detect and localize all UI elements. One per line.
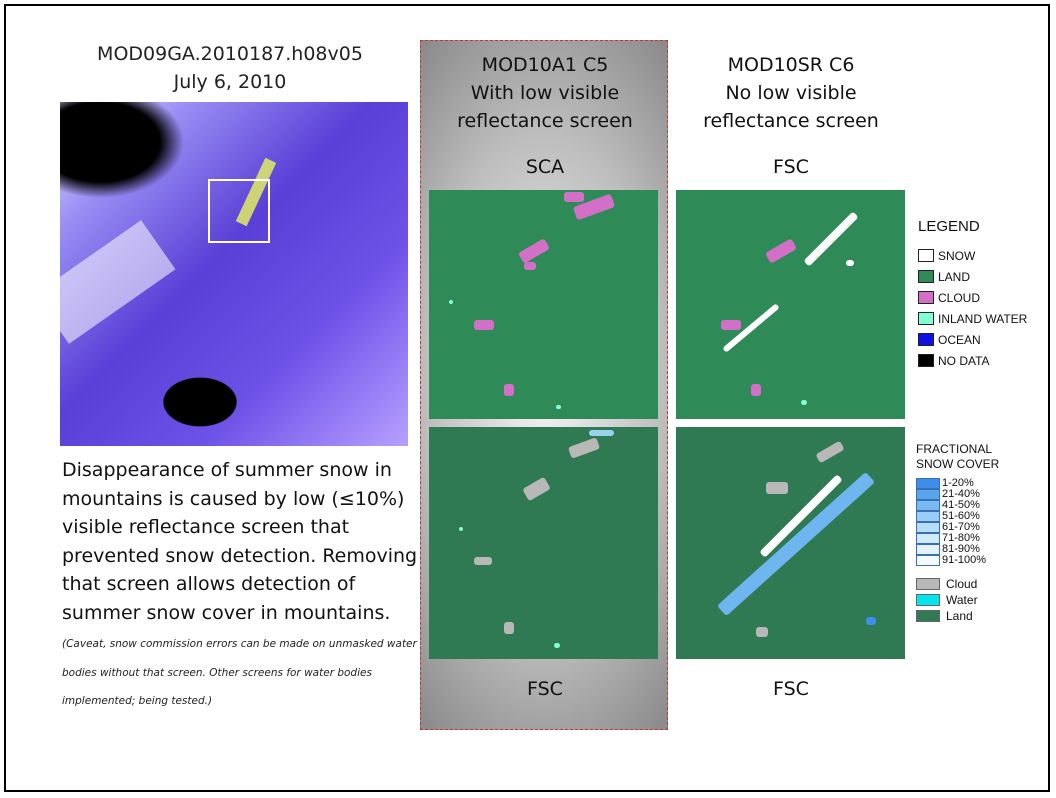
fsc-range-1: 1-20% (916, 478, 1052, 489)
legend: LEGEND SNOW LAND CLOUD INLAND WATER OCEA… (918, 218, 1054, 371)
fsc-land: Land (916, 608, 1052, 624)
legend-item-no-data: NO DATA (918, 350, 1054, 371)
c5-title: MOD10A1 C5 (481, 54, 609, 76)
fsc-title-1: FRACTIONAL (916, 442, 993, 456)
map-c6-fsc-bottom (676, 427, 905, 659)
legend-item-ocean: OCEAN (918, 329, 1054, 350)
c6-line2: No low visible (725, 82, 857, 104)
c6-top-label: FSC (773, 156, 809, 178)
map-c5-sca (429, 190, 658, 419)
legend-item-cloud: CLOUD (918, 287, 1054, 308)
slide-frame (4, 4, 1050, 792)
c6-title: MOD10SR C6 (727, 54, 855, 76)
c5-header: MOD10A1 C5 With low visible reflectance … (430, 51, 660, 135)
legend-item-inland-water: INLAND WATER (918, 308, 1054, 329)
description-text: Disappearance of summer snow in mountain… (62, 459, 418, 624)
c5-line3: reflectance screen (457, 110, 633, 132)
fsc-range-8: 91-100% (916, 555, 1052, 566)
caveat-text: (Caveat, snow commission errors can be m… (62, 638, 417, 707)
map-c5-fsc (429, 427, 658, 659)
fsc-title-2: SNOW COVER (916, 457, 1000, 471)
c6-line3: reflectance screen (703, 110, 879, 132)
legend-title: LEGEND (918, 218, 980, 235)
c6-bottom-label: FSC (773, 678, 809, 700)
legend-item-land: LAND (918, 266, 1054, 287)
scene-date: July 6, 2010 (173, 71, 287, 93)
fsc-water: Water (916, 592, 1052, 608)
legend-item-snow: SNOW (918, 245, 1054, 266)
fsc-legend: FRACTIONAL SNOW COVER 1-20% 21-40% 41-50… (916, 442, 1052, 624)
satellite-image (60, 102, 408, 446)
c6-header: MOD10SR C6 No low visible reflectance sc… (676, 51, 906, 135)
highlight-box (208, 179, 270, 243)
c5-bottom-label: FSC (527, 678, 563, 700)
fsc-range-2: 21-40% (916, 489, 1052, 500)
fsc-range-3: 41-50% (916, 500, 1052, 511)
fsc-cloud: Cloud (916, 576, 1052, 592)
fsc-range-6: 71-80% (916, 533, 1052, 544)
c5-line2: With low visible (470, 82, 620, 104)
c5-top-label: SCA (525, 156, 565, 178)
description: Disappearance of summer snow in mountain… (62, 456, 422, 713)
map-c6-fsc-top (676, 190, 905, 419)
fsc-range-4: 51-60% (916, 511, 1052, 522)
scene-id: MOD09GA.2010187.h08v05 (97, 43, 363, 65)
left-title: MOD09GA.2010187.h08v05 July 6, 2010 (60, 40, 400, 96)
fsc-range-5: 61-70% (916, 522, 1052, 533)
fsc-range-7: 81-90% (916, 544, 1052, 555)
